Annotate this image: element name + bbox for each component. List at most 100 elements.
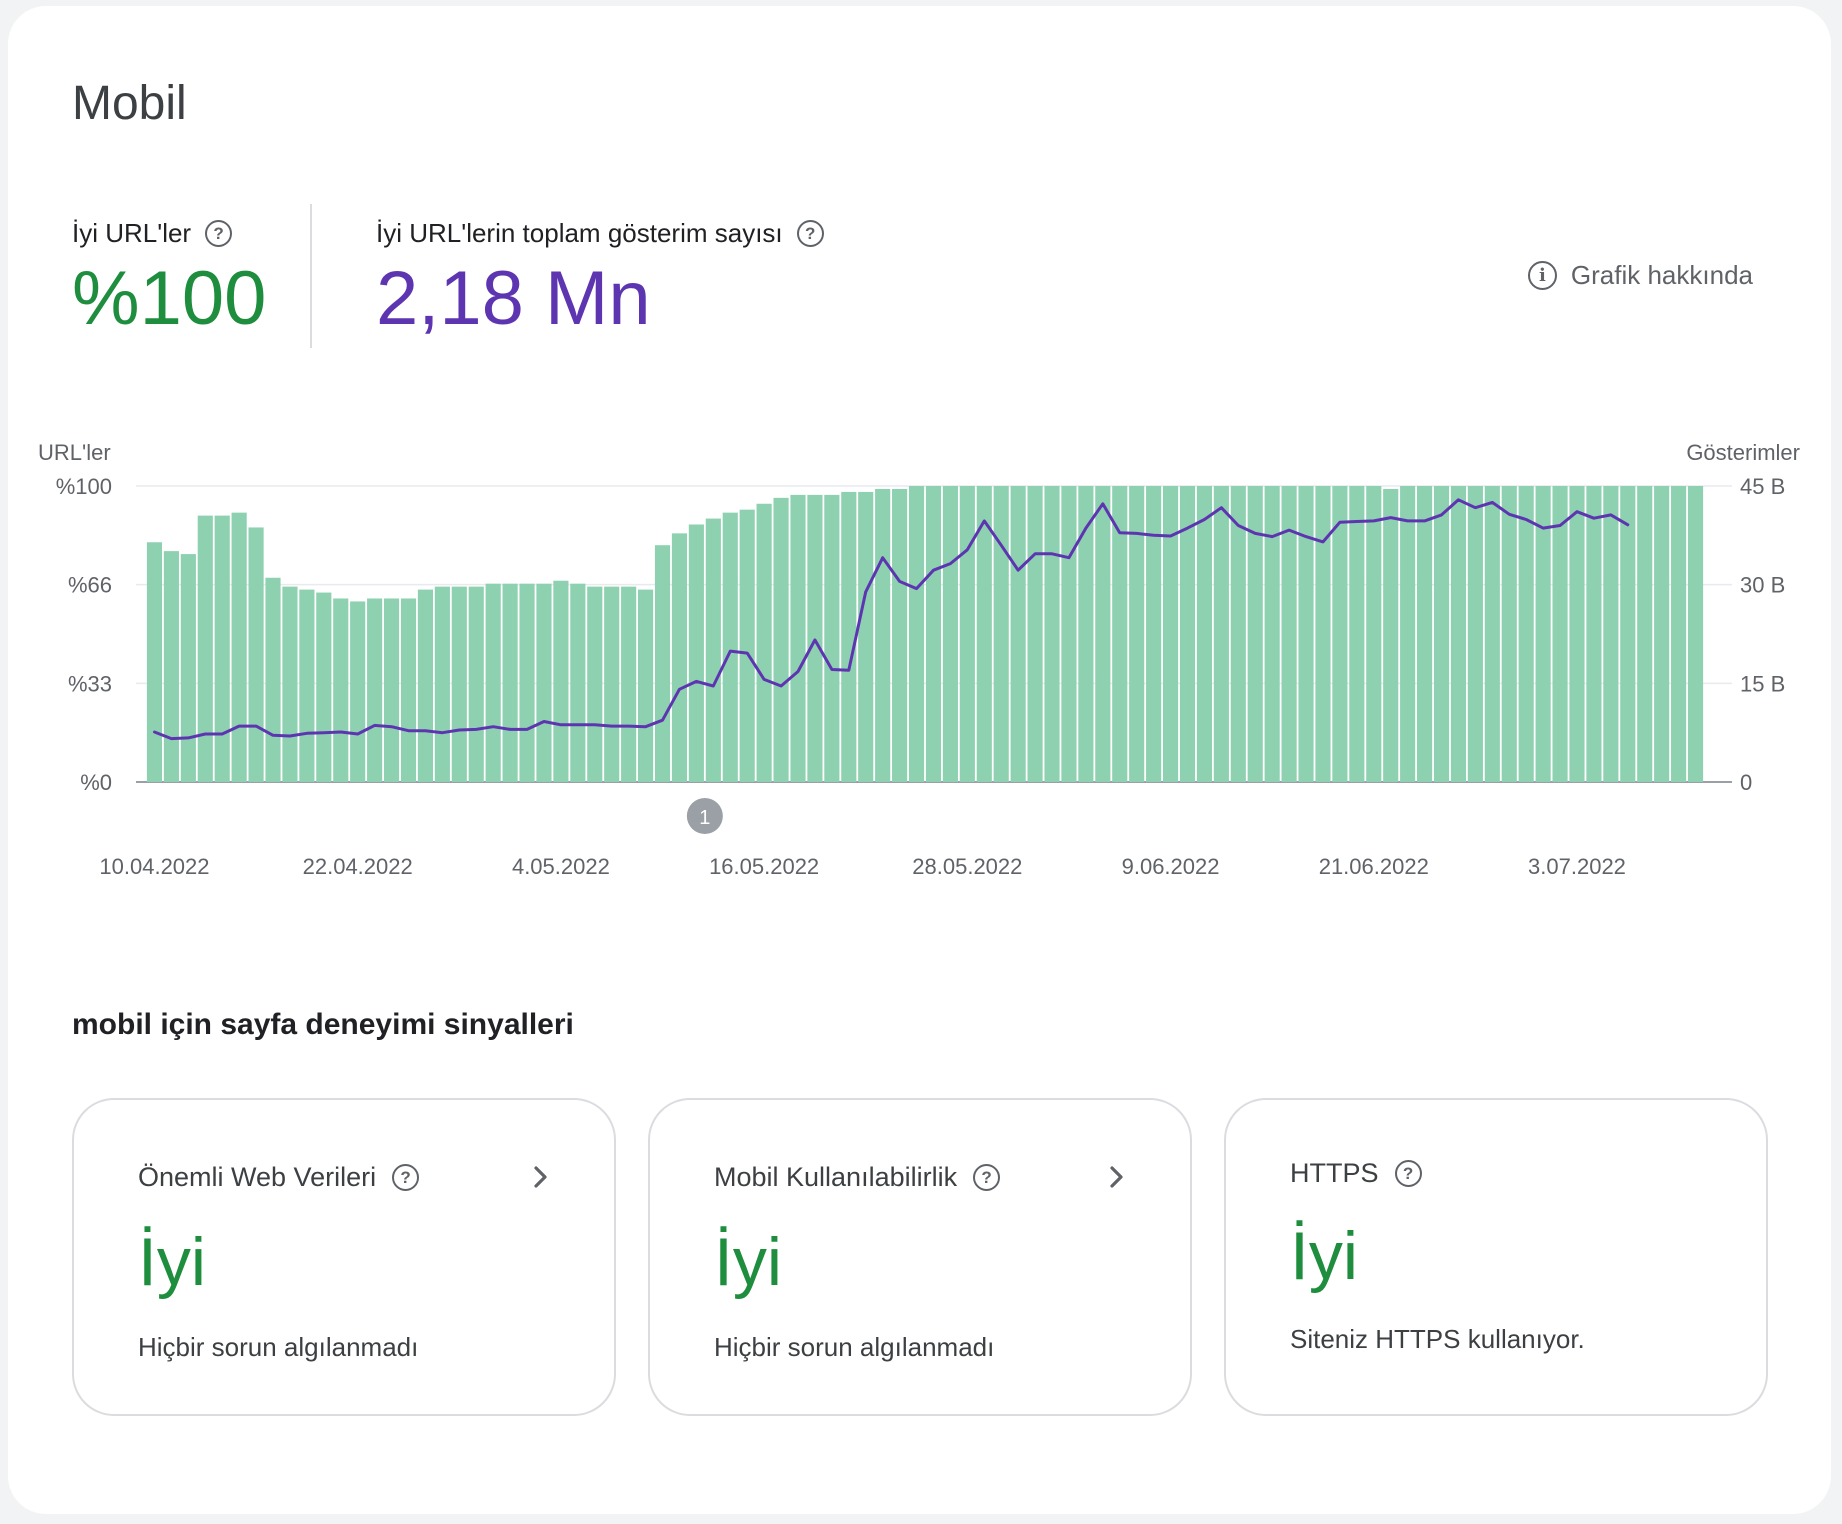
chart-bar[interactable] (1535, 486, 1551, 782)
chart-bar[interactable] (231, 512, 247, 782)
chart-bar[interactable] (1281, 486, 1297, 782)
chart-bar[interactable] (367, 598, 383, 782)
chart-bar[interactable] (502, 583, 518, 782)
chart-bar[interactable] (1315, 486, 1331, 782)
chevron-right-icon[interactable] (1102, 1162, 1132, 1192)
help-circle-icon[interactable]: ? (205, 220, 233, 247)
chart-bar[interactable] (1112, 486, 1128, 782)
chart-bar[interactable] (739, 509, 755, 782)
chart-bar[interactable] (1162, 486, 1179, 782)
about-chart-link[interactable]: i Grafik hakkında (1527, 260, 1753, 291)
chart-bar[interactable] (875, 488, 891, 782)
chart-bar[interactable] (1010, 486, 1026, 782)
chart-bar[interactable] (1637, 486, 1653, 782)
chart-bar[interactable] (1484, 486, 1500, 782)
chart-bar[interactable] (1095, 486, 1111, 782)
chart-bar[interactable] (638, 589, 654, 782)
chart-bar[interactable] (621, 586, 637, 782)
chart-bar[interactable] (570, 583, 586, 782)
chart-bar[interactable] (553, 580, 569, 782)
chart-bar[interactable] (1044, 486, 1060, 782)
metric-good-urls[interactable]: İyi URL'ler ? %100 (72, 218, 266, 337)
chart-bar[interactable] (705, 518, 721, 782)
chart-bar[interactable] (892, 488, 908, 782)
chart-bar[interactable] (756, 503, 772, 782)
chart-bar[interactable] (1061, 486, 1077, 782)
chart-bar[interactable] (993, 486, 1009, 782)
chart-bar[interactable] (451, 586, 467, 782)
chart-bar[interactable] (604, 586, 620, 782)
chart-bar[interactable] (587, 586, 603, 782)
chart-bar[interactable] (1569, 486, 1585, 782)
help-circle-icon[interactable]: ? (1394, 1160, 1422, 1187)
chart-bar[interactable] (1552, 486, 1568, 782)
help-circle-icon[interactable]: ? (392, 1164, 420, 1191)
chart-bar[interactable] (350, 601, 366, 782)
chevron-right-icon[interactable] (526, 1162, 556, 1192)
signal-card-core-web-vitals[interactable]: Önemli Web Verileri ? İyi Hiçbir sorun a… (72, 1098, 616, 1416)
chart-bar[interactable] (1213, 486, 1229, 782)
chart-bar[interactable] (824, 494, 840, 782)
chart-bar[interactable] (722, 512, 738, 782)
chart-bar[interactable] (282, 586, 298, 782)
chart-bar[interactable] (1501, 486, 1517, 782)
chart-bar[interactable] (1400, 486, 1416, 782)
chart-bar[interactable] (1179, 486, 1196, 782)
signal-card-mobile-usability[interactable]: Mobil Kullanılabilirlik ? İyi Hiçbir sor… (648, 1098, 1192, 1416)
chart-bar[interactable] (959, 486, 975, 782)
help-circle-icon[interactable]: ? (973, 1164, 1001, 1191)
chart-bar[interactable] (790, 494, 806, 782)
chart-bar[interactable] (773, 497, 789, 782)
chart-bar[interactable] (1366, 486, 1382, 782)
chart-bar[interactable] (1298, 486, 1314, 782)
chart-bar[interactable] (1332, 486, 1348, 782)
chart-bar[interactable] (858, 491, 874, 782)
chart-bar[interactable] (1230, 486, 1246, 782)
chart-bar[interactable] (841, 491, 857, 782)
chart-bar[interactable] (1417, 486, 1433, 782)
chart-bar[interactable] (1078, 486, 1094, 782)
chart-bar[interactable] (333, 598, 349, 782)
chart-bar[interactable] (1027, 486, 1043, 782)
help-circle-icon[interactable]: ? (796, 220, 824, 247)
chart-bar[interactable] (1654, 486, 1670, 782)
chart-bar[interactable] (265, 577, 281, 782)
chart-bar[interactable] (299, 589, 315, 782)
chart-bar[interactable] (468, 586, 484, 782)
chart-bar[interactable] (942, 486, 958, 782)
chart-bar[interactable] (1383, 488, 1399, 782)
chart-bar[interactable] (1247, 486, 1263, 782)
chart-bar[interactable] (1620, 486, 1636, 782)
chart-bar[interactable] (1196, 486, 1212, 782)
chart-bar[interactable] (536, 583, 552, 782)
chart-bar[interactable] (1264, 486, 1280, 782)
chart-bar[interactable] (519, 583, 535, 782)
annotation-marker[interactable] (686, 798, 723, 834)
chart-bar[interactable] (383, 598, 400, 782)
chart-bar[interactable] (214, 515, 230, 782)
signal-card-https[interactable]: HTTPS ? İyi Siteniz HTTPS kullanıyor. (1224, 1098, 1768, 1416)
chart-bar[interactable] (1450, 486, 1467, 782)
chart-bar[interactable] (908, 486, 925, 782)
chart-bar[interactable] (1467, 486, 1483, 782)
chart-bar[interactable] (180, 554, 196, 782)
chart-bar[interactable] (671, 533, 688, 782)
chart-bar[interactable] (485, 583, 501, 782)
chart-bar[interactable] (688, 524, 704, 782)
chart-bar[interactable] (1518, 486, 1534, 782)
chart-bar[interactable] (1687, 486, 1704, 782)
chart-bar[interactable] (1603, 486, 1619, 782)
chart-bar[interactable] (1586, 486, 1602, 782)
chart-bar[interactable] (1146, 486, 1162, 782)
chart-bar[interactable] (146, 542, 163, 782)
chart-bar[interactable] (1129, 486, 1145, 782)
chart-bar[interactable] (163, 551, 179, 782)
chart-bar[interactable] (654, 545, 671, 782)
chart-bar[interactable] (248, 527, 264, 782)
metric-impressions[interactable]: İyi URL'lerin toplam gösterim sayısı ? 2… (376, 218, 824, 337)
chart-bar[interactable] (434, 586, 450, 782)
chart-bar[interactable] (417, 589, 433, 782)
chart-bar[interactable] (400, 598, 417, 782)
chart-bar[interactable] (925, 486, 942, 782)
chart-bar[interactable] (197, 515, 213, 782)
